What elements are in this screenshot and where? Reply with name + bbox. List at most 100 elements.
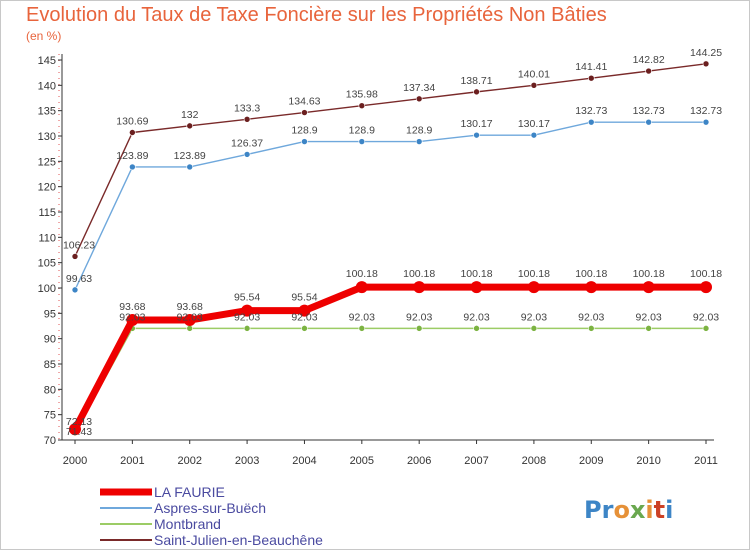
data-label: 106.23 xyxy=(63,239,95,251)
data-point-saint-julien-en-beauchene xyxy=(243,115,251,123)
data-point-la-faurie xyxy=(527,281,540,294)
x-tick-label: 2003 xyxy=(235,455,259,467)
data-point-la-faurie xyxy=(413,281,426,294)
data-point-montbrand xyxy=(358,325,366,332)
data-label: 72.13 xyxy=(66,416,92,428)
data-label: 132.73 xyxy=(690,105,722,117)
y-tick-label: 95 xyxy=(44,308,56,320)
data-label: 134.63 xyxy=(288,96,320,108)
data-point-aspres-sur-buech xyxy=(71,286,79,294)
data-label: 137.34 xyxy=(403,82,435,94)
y-tick-label: 135 xyxy=(38,106,56,118)
data-label: 141.41 xyxy=(575,61,607,73)
data-point-aspres-sur-buech xyxy=(301,138,308,145)
y-tick-label: 105 xyxy=(38,258,56,270)
data-point-aspres-sur-buech xyxy=(587,118,595,126)
data-point-aspres-sur-buech xyxy=(473,131,480,139)
data-label: 123.89 xyxy=(116,150,148,162)
data-label: 95.54 xyxy=(291,292,317,304)
x-tick-label: 2005 xyxy=(350,455,374,467)
x-tick-label: 2000 xyxy=(63,455,87,467)
logo-letter: x xyxy=(630,496,646,524)
data-label: 92.03 xyxy=(578,311,604,323)
data-label: 92.03 xyxy=(234,311,260,323)
data-point-aspres-sur-buech xyxy=(415,138,423,145)
data-label: 135.98 xyxy=(346,89,378,101)
data-point-la-faurie xyxy=(585,281,598,294)
data-point-saint-julien-en-beauchene xyxy=(473,88,480,96)
data-label: 92.03 xyxy=(521,311,547,323)
data-point-la-faurie xyxy=(126,314,139,327)
data-point-aspres-sur-buech xyxy=(129,163,136,171)
x-tick-label: 2001 xyxy=(120,455,144,467)
data-label: 128.9 xyxy=(291,125,317,137)
data-label: 140.01 xyxy=(518,68,550,80)
y-tick-label: 115 xyxy=(38,207,56,219)
legend-label: Montbrand xyxy=(154,516,221,532)
data-label: 100.18 xyxy=(690,268,722,280)
series-line-aspres-sur-buech xyxy=(74,121,706,291)
y-tick-label: 140 xyxy=(38,80,56,92)
data-label: 132 xyxy=(181,109,199,121)
logo-letter: o xyxy=(613,496,630,524)
x-tick-label: 2006 xyxy=(407,455,431,467)
data-label: 123.89 xyxy=(174,150,206,162)
data-label: 132.73 xyxy=(575,105,607,117)
x-tick-label: 2011 xyxy=(694,455,718,467)
data-point-saint-julien-en-beauchene xyxy=(129,129,136,136)
data-point-aspres-sur-buech xyxy=(645,118,652,126)
data-label: 132.73 xyxy=(633,105,665,117)
data-point-la-faurie xyxy=(241,304,254,317)
data-label: 92.03 xyxy=(177,311,203,323)
data-point-montbrand xyxy=(243,325,251,332)
x-tick-label: 2004 xyxy=(292,455,316,467)
y-tick-label: 145 xyxy=(38,55,56,67)
data-point-aspres-sur-buech xyxy=(530,131,538,139)
data-point-saint-julien-en-beauchene xyxy=(186,122,194,130)
data-label: 130.69 xyxy=(116,116,148,128)
data-label: 95.54 xyxy=(234,292,260,304)
data-label: 128.9 xyxy=(406,125,432,137)
data-label: 142.82 xyxy=(633,54,665,66)
y-tick-label: 110 xyxy=(38,232,56,244)
y-tick-label: 85 xyxy=(44,359,56,371)
data-point-saint-julien-en-beauchene xyxy=(702,60,710,68)
y-tick-label: 130 xyxy=(38,131,56,143)
data-label: 138.71 xyxy=(460,75,492,87)
legend-label: Saint-Julien-en-Beauchêne xyxy=(154,532,323,548)
data-point-la-faurie xyxy=(183,314,196,327)
data-point-montbrand xyxy=(702,325,710,332)
data-point-la-faurie xyxy=(470,281,483,294)
logo-letter: r xyxy=(602,496,614,524)
data-label: 92.03 xyxy=(635,311,661,323)
data-point-montbrand xyxy=(530,325,538,332)
data-label: 100.18 xyxy=(518,268,550,280)
logo-letter: i xyxy=(645,496,653,524)
data-label: 100.18 xyxy=(403,268,435,280)
data-label: 92.03 xyxy=(291,311,317,323)
y-tick-label: 75 xyxy=(44,410,56,422)
series-line-saint-julien-en-beauchene xyxy=(74,63,707,257)
data-label: 92.03 xyxy=(349,311,375,323)
data-label: 92.03 xyxy=(406,311,432,323)
data-label: 100.18 xyxy=(346,268,378,280)
data-label: 92.03 xyxy=(119,311,145,323)
data-label: 93.68 xyxy=(119,301,145,313)
data-label: 144.25 xyxy=(690,47,722,59)
logo-letter: t xyxy=(654,496,665,524)
data-label: 93.68 xyxy=(177,301,203,313)
data-label: 92.03 xyxy=(463,311,489,323)
data-point-aspres-sur-buech xyxy=(702,118,710,126)
chart-title: Evolution du Taux de Taxe Foncière sur l… xyxy=(26,4,607,26)
series-line-la-faurie xyxy=(71,283,706,431)
y-tick-label: 70 xyxy=(44,435,56,447)
data-point-montbrand xyxy=(186,325,194,332)
x-tick-label: 2009 xyxy=(579,455,603,467)
legend-label: LA FAURIE xyxy=(154,484,225,500)
data-point-saint-julien-en-beauchene xyxy=(530,81,538,89)
data-point-saint-julien-en-beauchene xyxy=(415,95,423,103)
data-point-aspres-sur-buech xyxy=(243,151,251,158)
x-tick-label: 2002 xyxy=(177,455,201,467)
data-label: 126.37 xyxy=(231,137,263,149)
proxiti-logo: Proxiti xyxy=(584,496,673,524)
